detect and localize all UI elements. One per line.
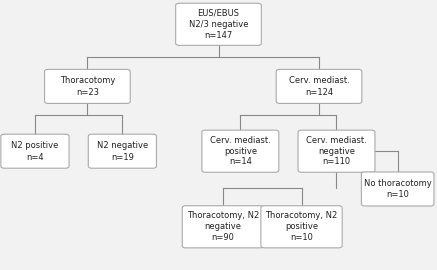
Text: Thoracotomy: Thoracotomy [60,76,115,85]
Text: Cerv. mediast.: Cerv. mediast. [306,136,367,145]
FancyBboxPatch shape [1,134,69,168]
Text: n=14: n=14 [229,157,252,167]
Text: n=23: n=23 [76,88,99,97]
Text: positive: positive [224,147,257,156]
Text: negative: negative [205,222,241,231]
Text: n=147: n=147 [205,31,232,40]
Text: Cerv. mediast.: Cerv. mediast. [288,76,350,85]
Text: Thoracotomy, N2: Thoracotomy, N2 [265,211,338,221]
Text: Cerv. mediast.: Cerv. mediast. [210,136,271,145]
Text: n=4: n=4 [26,153,44,162]
Text: n=124: n=124 [305,88,333,97]
FancyBboxPatch shape [202,130,279,172]
FancyBboxPatch shape [88,134,156,168]
FancyBboxPatch shape [45,69,130,103]
Text: n=110: n=110 [323,157,350,167]
FancyBboxPatch shape [361,172,434,206]
Text: N2 negative: N2 negative [97,141,148,150]
FancyBboxPatch shape [298,130,375,172]
FancyBboxPatch shape [176,3,261,45]
Text: n=10: n=10 [290,233,313,242]
Text: N2 positive: N2 positive [11,141,59,150]
FancyBboxPatch shape [261,206,342,248]
Text: No thoracotomy: No thoracotomy [364,178,432,188]
Text: positive: positive [285,222,318,231]
Text: negative: negative [318,147,355,156]
Text: EUS/EBUS: EUS/EBUS [198,9,239,18]
Text: n=19: n=19 [111,153,134,162]
Text: n=90: n=90 [212,233,234,242]
Text: Thoracotomy, N2: Thoracotomy, N2 [187,211,259,221]
FancyBboxPatch shape [276,69,362,103]
FancyBboxPatch shape [182,206,264,248]
Text: N2/3 negative: N2/3 negative [189,20,248,29]
Text: n=10: n=10 [386,190,409,200]
